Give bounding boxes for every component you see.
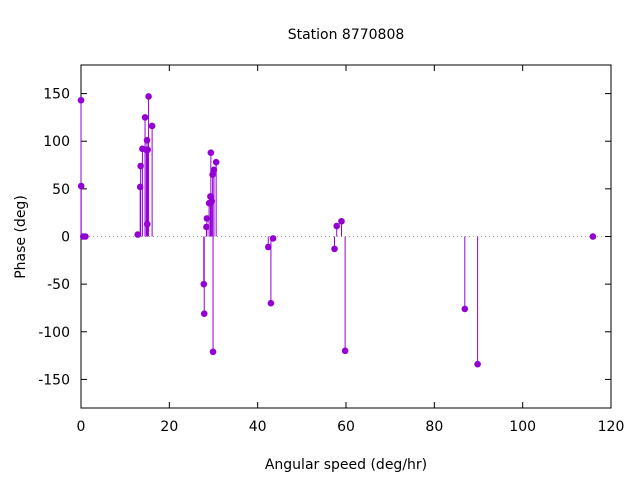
plot-area: 0 20 40 60 80 100 120 -150 -100 -50 0 50 100 150 — [38, 64, 625, 435]
chart-title: Station 8770808 — [288, 27, 405, 43]
data-point — [333, 222, 341, 230]
data-point — [210, 166, 218, 174]
x-tick-label: 80 — [425, 419, 443, 435]
x-tick-label: 0 — [77, 419, 86, 435]
data-point — [141, 114, 149, 121]
data-point — [77, 96, 85, 104]
x-tick-label: 40 — [249, 419, 267, 435]
data-point — [207, 149, 215, 156]
data-point — [143, 136, 151, 144]
y-tick-label: 50 — [52, 182, 70, 198]
y-tick-label: 150 — [43, 87, 70, 103]
data-point — [209, 348, 217, 356]
x-tick-label: 120 — [598, 419, 625, 435]
y-tick-label: 0 — [61, 230, 70, 246]
data-point — [474, 360, 481, 368]
data-point — [82, 233, 89, 240]
data-point — [134, 231, 142, 238]
y-tick-label: -150 — [38, 372, 70, 388]
data-point — [267, 299, 275, 307]
y-tick-label: -50 — [47, 277, 70, 293]
data-point — [269, 235, 277, 242]
x-tick-label: 100 — [509, 419, 536, 435]
data-point — [331, 245, 338, 253]
data-point — [208, 197, 216, 205]
data-point — [203, 215, 211, 222]
data-point — [341, 347, 349, 355]
data-point — [589, 233, 597, 240]
x-axis-label: Angular speed (deg/hr) — [265, 457, 427, 473]
data-point — [144, 146, 151, 154]
data-point — [212, 158, 220, 166]
y-tick-label: 100 — [43, 134, 70, 150]
data-point — [461, 305, 469, 313]
y-tick-label: -100 — [38, 325, 70, 341]
data-point — [145, 93, 152, 100]
data-point — [137, 162, 144, 170]
data-point — [338, 217, 345, 225]
x-tick-label: 60 — [337, 419, 355, 435]
data-point — [200, 310, 208, 317]
x-tick-label: 20 — [160, 419, 178, 435]
data-point — [148, 122, 156, 130]
data-point — [77, 182, 85, 190]
y-axis-label: Phase (deg) — [13, 195, 29, 279]
data-point — [264, 243, 272, 251]
